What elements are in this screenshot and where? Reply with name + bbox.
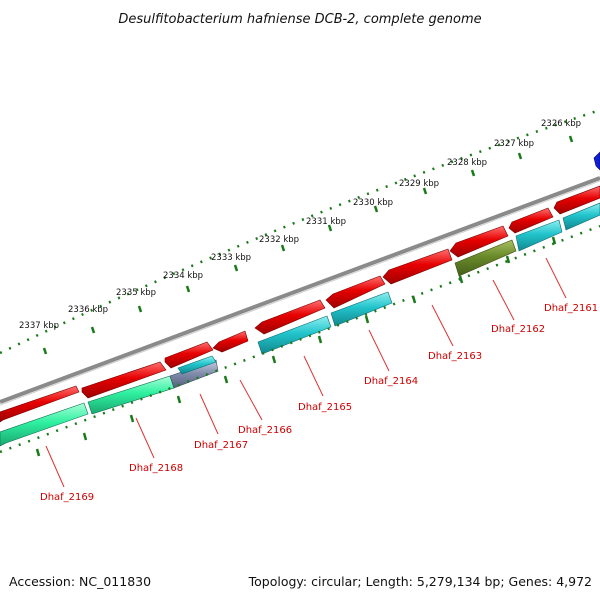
gene-forward-1[interactable] [0, 385, 80, 423]
gene-label-dhaf-2165[interactable]: Dhaf_2165 [298, 402, 352, 413]
gene-label-dhaf-2163[interactable]: Dhaf_2163 [428, 351, 482, 362]
gene-reverse-olive[interactable] [454, 239, 517, 277]
gene-forward-10[interactable] [553, 185, 600, 215]
kbp-label-2337: 2337 kbp [19, 321, 59, 331]
gene-forward-3[interactable] [164, 341, 214, 369]
backbone-outer [0, 176, 600, 404]
kbp-label-2326: 2326 kbp [541, 119, 581, 129]
gene-leader-lines [45, 257, 567, 488]
gene-label-dhaf-2161[interactable]: Dhaf_2161 [544, 303, 598, 314]
gene-label-dhaf-2168[interactable]: Dhaf_2168 [129, 463, 183, 474]
gene-forward-4[interactable] [212, 330, 249, 353]
kbp-label-2327: 2327 kbp [494, 139, 534, 149]
gene-blue-marker[interactable] [593, 151, 600, 171]
kbp-label-2335: 2335 kbp [116, 288, 156, 298]
gene-forward-6[interactable] [325, 275, 386, 309]
gene-forward-5[interactable] [254, 299, 326, 335]
outer-major-ticks [42, 135, 574, 355]
gene-forward-7[interactable] [382, 248, 453, 285]
kbp-label-2331: 2331 kbp [306, 217, 346, 227]
reverse-strand-genes [0, 202, 600, 447]
gene-label-dhaf-2167[interactable]: Dhaf_2167 [194, 440, 248, 451]
gene-label-dhaf-2166[interactable]: Dhaf_2166 [238, 425, 292, 436]
kbp-label-2329: 2329 kbp [399, 179, 439, 189]
kbp-label-2332: 2332 kbp [259, 235, 299, 245]
forward-strand-genes [0, 185, 600, 423]
kbp-label-2336: 2336 kbp [68, 305, 108, 315]
kbp-label-2333: 2333 kbp [211, 253, 251, 263]
gene-reverse-cyan-small[interactable] [177, 355, 217, 375]
topology-text: Topology: circular; Length: 5,279,134 bp… [248, 574, 592, 589]
kbp-label-2330: 2330 kbp [353, 198, 393, 208]
gene-forward-8[interactable] [449, 225, 509, 258]
backbone-inner [0, 180, 600, 406]
gene-reverse-mint-1[interactable] [0, 402, 89, 447]
gene-reverse-cyan-4[interactable] [562, 202, 600, 231]
gene-label-dhaf-2164[interactable]: Dhaf_2164 [364, 376, 418, 387]
kbp-label-2334: 2334 kbp [163, 271, 203, 281]
accession-text: Accession: NC_011830 [9, 574, 151, 589]
map-title: Desulfitobacterium hafniense DCB-2, comp… [118, 12, 481, 27]
inner-major-ticks [35, 236, 557, 457]
gene-reverse-cyan-3[interactable] [515, 219, 563, 252]
inner-ruler [0, 224, 600, 454]
gene-label-dhaf-2169[interactable]: Dhaf_2169 [40, 492, 94, 503]
gene-label-dhaf-2162[interactable]: Dhaf_2162 [491, 324, 545, 335]
kbp-label-2328: 2328 kbp [447, 158, 487, 168]
gene-forward-2[interactable] [81, 361, 167, 399]
gene-forward-9[interactable] [508, 207, 554, 234]
gene-reverse-cyan-1[interactable] [257, 315, 332, 355]
gene-reverse-cyan-2[interactable] [330, 291, 393, 327]
